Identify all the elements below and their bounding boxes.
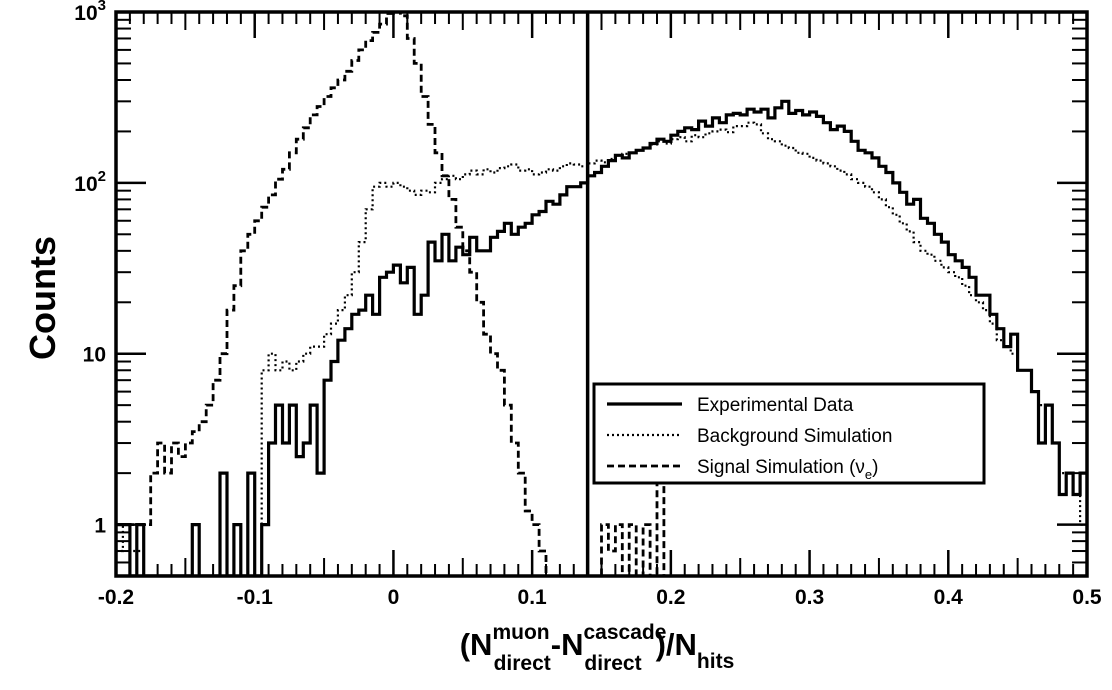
legend-label-experimental: Experimental Data bbox=[697, 395, 854, 416]
x-tick-label-4: 0.2 bbox=[656, 586, 685, 609]
y-tick-label-base-2: 10 bbox=[74, 173, 97, 196]
legend: Experimental Data Background Simulation … bbox=[592, 382, 986, 485]
x-title-sup-muon: muon bbox=[492, 621, 549, 644]
x-tick-label-6: 0.4 bbox=[934, 586, 964, 609]
y-tick-label-base-1: 10 bbox=[83, 344, 106, 367]
plot-frame bbox=[114, 10, 1089, 578]
x-tick-label-3: 0.1 bbox=[518, 586, 548, 609]
series-1-line bbox=[116, 121, 1087, 576]
y-axis-title: Counts bbox=[22, 236, 63, 360]
y-tick-label-base-3: 10 bbox=[74, 2, 97, 25]
x-title-minus: -N bbox=[551, 627, 584, 662]
x-tick-label-7: 0.5 bbox=[1072, 586, 1102, 609]
legend-signal-close: ) bbox=[872, 457, 878, 478]
legend-box bbox=[592, 382, 986, 485]
x-title-close: )/N bbox=[656, 627, 697, 662]
x-title-sub-direct-2: direct bbox=[584, 652, 641, 675]
legend-label-signal: Signal Simulation (νe) bbox=[697, 457, 878, 482]
x-title-sup-cascade: cascade bbox=[584, 621, 667, 644]
y-tick-label-0: 1 bbox=[94, 515, 106, 538]
y-tick-label-exp-3: 3 bbox=[98, 0, 106, 14]
ticks-layer bbox=[114, 10, 1089, 576]
legend-label-background: Background Simulation bbox=[697, 426, 892, 447]
x-tick-label-1: -0.1 bbox=[237, 586, 274, 609]
series-layer bbox=[116, 12, 1087, 576]
x-title-sub-hits: hits bbox=[697, 650, 734, 673]
x-axis-title: (Nmuon direct-Ncascade direct )/Nhits bbox=[460, 621, 735, 675]
y-tick-label-2: 102 bbox=[74, 168, 106, 196]
legend-signal-main: Signal Simulation (ν bbox=[697, 457, 865, 478]
series-0-line bbox=[116, 99, 1087, 576]
y-tick-label-1: 10 bbox=[83, 344, 106, 367]
y-tick-label-base-0: 1 bbox=[94, 515, 106, 538]
series-2-line bbox=[116, 12, 671, 576]
y-tick-label-3: 103 bbox=[74, 0, 106, 25]
x-tick-label-2: 0 bbox=[388, 586, 400, 609]
x-tick-label-5: 0.3 bbox=[795, 586, 824, 609]
y-tick-label-exp-2: 2 bbox=[98, 168, 106, 185]
x-tick-label-0: -0.2 bbox=[98, 586, 134, 609]
legend-signal-sub: e bbox=[865, 467, 872, 482]
x-title-sub-direct-1: direct bbox=[494, 652, 551, 675]
x-title-open: (N bbox=[460, 627, 493, 662]
